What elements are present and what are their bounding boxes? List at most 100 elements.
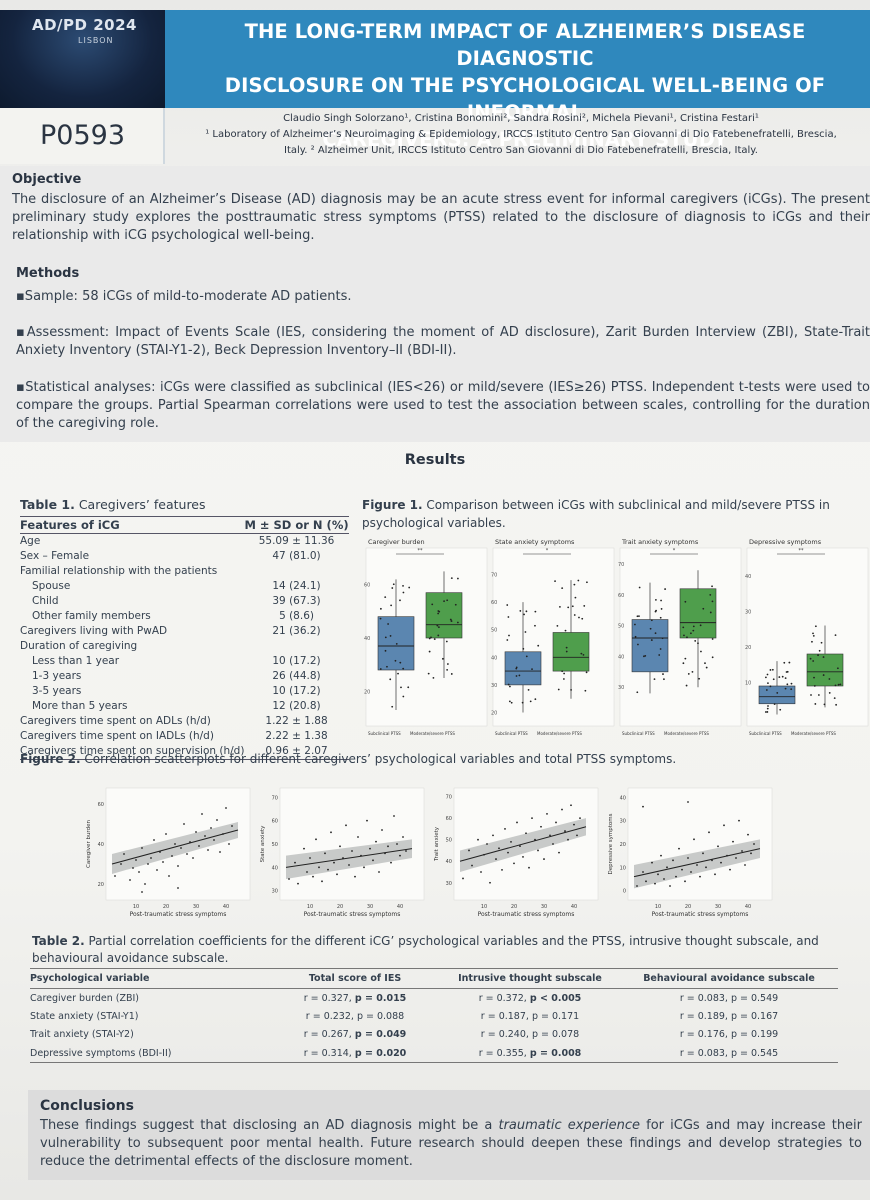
scatter-point (570, 804, 572, 807)
scatter-point (327, 868, 329, 871)
box-jitter-point (402, 695, 405, 698)
box-jitter-point (699, 624, 702, 627)
table1-cell-value (244, 564, 348, 579)
box-jitter-point (402, 591, 405, 594)
box-jitter-point (379, 668, 382, 670)
scatter-point (138, 871, 140, 873)
box-jitter-point (446, 668, 449, 671)
table2-cell-variable: State anxiety (STAI-Y1) (30, 1010, 139, 1022)
box-jitter-point (637, 643, 639, 646)
scatter-x-axis-label: Post-traumatic stress symptoms (478, 911, 575, 918)
box-jitter-point (431, 603, 434, 606)
box-jitter-point (709, 611, 712, 614)
box-iqr (679, 588, 717, 639)
box-jitter-point (828, 678, 831, 680)
scatter-point (720, 861, 722, 864)
box-jitter-point (387, 623, 390, 625)
box-jitter-point (437, 626, 440, 629)
box-jitter-point (711, 656, 714, 659)
box-jitter-point (437, 612, 440, 615)
box-jitter-point (432, 676, 435, 679)
poster-code-box (0, 108, 165, 164)
box-jitter-point (769, 669, 772, 671)
scatter-point (405, 850, 407, 852)
scatter-point (642, 805, 644, 808)
table1-row: Caregivers time spent on IADLs (h/d) 2.22… (20, 729, 349, 744)
box-jitter-point (694, 640, 697, 642)
scatter-point (384, 852, 386, 855)
scatter-y-tick-label: 10 (620, 865, 626, 871)
box-jitter-point (814, 625, 817, 628)
box-jitter-point (664, 588, 667, 590)
scatter-point (132, 867, 134, 869)
scatter-x-tick-label: 30 (367, 904, 373, 910)
box-jitter-point (836, 667, 839, 670)
table2-col-intrusive: Intrusive thought subscale (440, 968, 620, 989)
scatter-point (309, 857, 311, 859)
table1-cell-value: 1.22 ± 1.88 (265, 715, 328, 727)
scatter-x-tick-label: 30 (715, 904, 721, 910)
table2-caption-text: Partial correlation coefficients for the… (32, 934, 819, 965)
box-jitter-point (711, 585, 713, 588)
confidence-band (460, 818, 586, 872)
table2-label: Table 2. (32, 934, 85, 948)
boxplot-y-tick-label: 40 (745, 574, 751, 580)
objective-text: The disclosure of an Alzheimer’s Disease… (12, 192, 870, 243)
conclusions-text-part: for iCGs and may increase their vulnerab… (40, 1118, 863, 1169)
scatter-point (576, 834, 578, 837)
scatter-point (348, 864, 350, 866)
scatter-point (375, 840, 377, 843)
box-jitter-point (776, 692, 779, 694)
boxplot-title: Caregiver burden (368, 538, 425, 546)
scatter-point (399, 854, 401, 857)
boxplot-y-tick-label: 30 (491, 683, 497, 689)
correlation-r: r = 0.314, (303, 1047, 355, 1059)
box-jitter-point (711, 638, 714, 640)
scatter-point (747, 833, 749, 836)
box-jitter-point (817, 654, 819, 657)
box-jitter-point (636, 691, 639, 694)
scatter-x-tick-label: 20 (337, 904, 343, 910)
box-jitter-point (833, 697, 836, 700)
scatter-point (534, 838, 536, 841)
box-jitter-point (508, 634, 510, 637)
scatter-point (702, 852, 704, 855)
scatter-y-tick-label: 60 (446, 816, 452, 822)
scatter-point (714, 873, 716, 876)
boxplot-y-tick-label: 20 (745, 645, 751, 651)
table2-cell-intrusive: r = 0.187, p = 0.171 (440, 1007, 620, 1026)
box-jitter-point (573, 583, 576, 586)
box-jitter-point (384, 636, 387, 639)
table2-body: Caregiver burden (ZBI) r = 0.327, p = 0.0… (30, 989, 838, 1063)
box-jitter-point (450, 620, 453, 622)
box-jitter-point (684, 657, 687, 660)
box-jitter-point (698, 677, 701, 680)
box-jitter-point (577, 579, 580, 582)
scatter-point (180, 847, 182, 849)
box-jitter-point (818, 649, 821, 652)
scatter-point (216, 819, 218, 821)
box-jitter-point (769, 685, 772, 688)
box-jitter-point (446, 599, 449, 602)
box-jitter-point (820, 641, 823, 644)
table1-cell-value: 47 (81.0) (272, 550, 321, 562)
conference-logo-city: LISBON (78, 36, 114, 45)
scatter-point (651, 861, 653, 864)
scatter-point (165, 833, 167, 835)
figure2-label: Figure 2. (20, 752, 81, 766)
title-line: DISCLOSURE ON THE PSYCHOLOGICAL WELL-BEI… (224, 74, 826, 124)
scatter-y-tick-label: 20 (620, 842, 626, 848)
scatter-point (645, 880, 647, 883)
box-jitter-point (571, 605, 574, 608)
scatter-x-tick-label: 10 (655, 904, 661, 910)
scatter-point (369, 847, 371, 850)
scatter-point (204, 835, 206, 837)
table1-cell-feature: Spouse (32, 580, 71, 592)
box-jitter-point (644, 655, 647, 657)
table1-cell-value (244, 639, 348, 654)
correlation-r: r = 0.240, (480, 1029, 532, 1041)
regression-line (633, 848, 761, 878)
table1-cell-feature: Caregivers time spent on ADLs (h/d) (20, 715, 211, 727)
scatter-x-tick-label: 40 (223, 904, 229, 910)
scatter-point (543, 858, 545, 860)
